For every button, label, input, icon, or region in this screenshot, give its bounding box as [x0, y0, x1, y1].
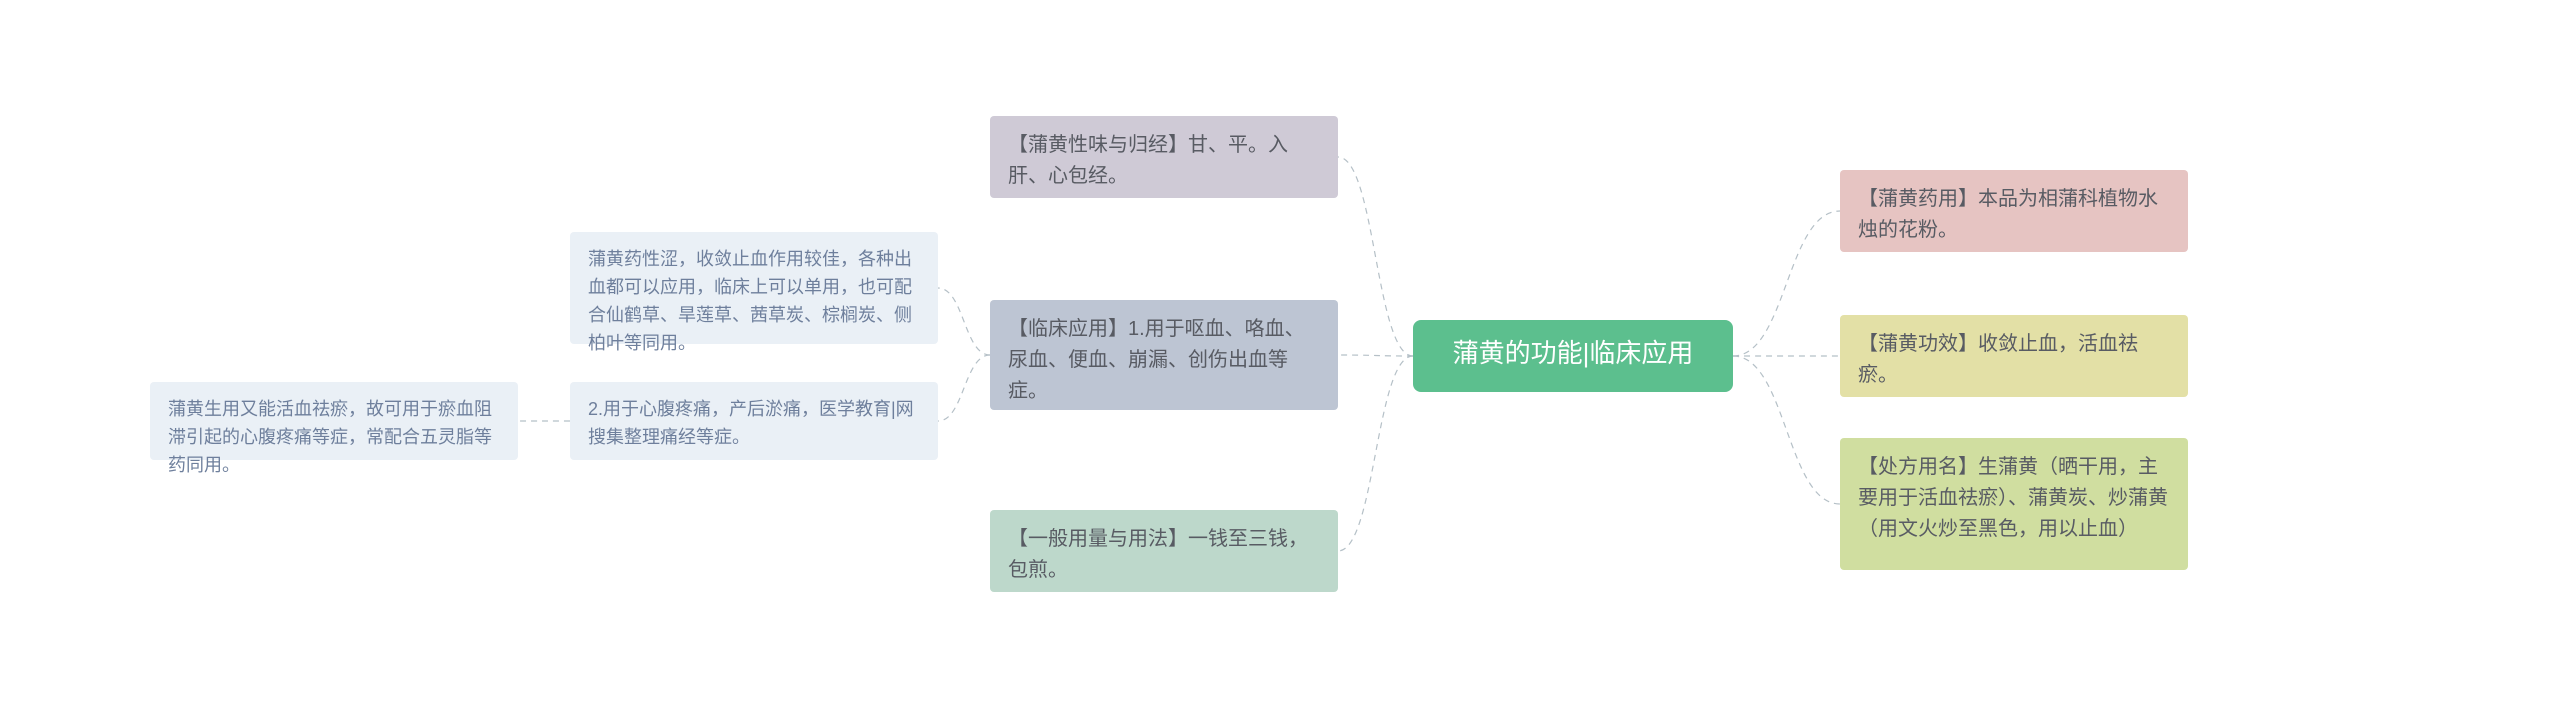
- right-node-yaoyong[interactable]: 【蒲黄药用】本品为相蒲科植物水烛的花粉。: [1840, 170, 2188, 252]
- left-node-linchuang[interactable]: 【临床应用】1.用于呕血、咯血、尿血、便血、崩漏、创伤出血等症。: [990, 300, 1338, 410]
- mindmap-stage: 蒲黄的功能|临床应用 【蒲黄药用】本品为相蒲科植物水烛的花粉。 【蒲黄功效】收敛…: [0, 0, 2560, 712]
- left-node-xingwei[interactable]: 【蒲黄性味与归经】甘、平。入肝、心包经。: [990, 116, 1338, 198]
- right-node-chufang[interactable]: 【处方用名】生蒲黄（晒干用，主要用于活血祛瘀）、蒲黄炭、炒蒲黄（用文火炒至黑色，…: [1840, 438, 2188, 570]
- left2-node-a[interactable]: 蒲黄药性涩，收敛止血作用较佳，各种出血都可以应用，临床上可以单用，也可配合仙鹤草…: [570, 232, 938, 344]
- root-node[interactable]: 蒲黄的功能|临床应用: [1413, 320, 1733, 392]
- left2-node-b[interactable]: 2.用于心腹疼痛，产后淤痛，医学教育|网搜集整理痛经等症。: [570, 382, 938, 460]
- right-node-gongxiao[interactable]: 【蒲黄功效】收敛止血，活血祛瘀。: [1840, 315, 2188, 397]
- left3-node-a[interactable]: 蒲黄生用又能活血祛瘀，故可用于瘀血阻滞引起的心腹疼痛等症，常配合五灵脂等药同用。: [150, 382, 518, 460]
- left-node-yongliang[interactable]: 【一般用量与用法】一钱至三钱，包煎。: [990, 510, 1338, 592]
